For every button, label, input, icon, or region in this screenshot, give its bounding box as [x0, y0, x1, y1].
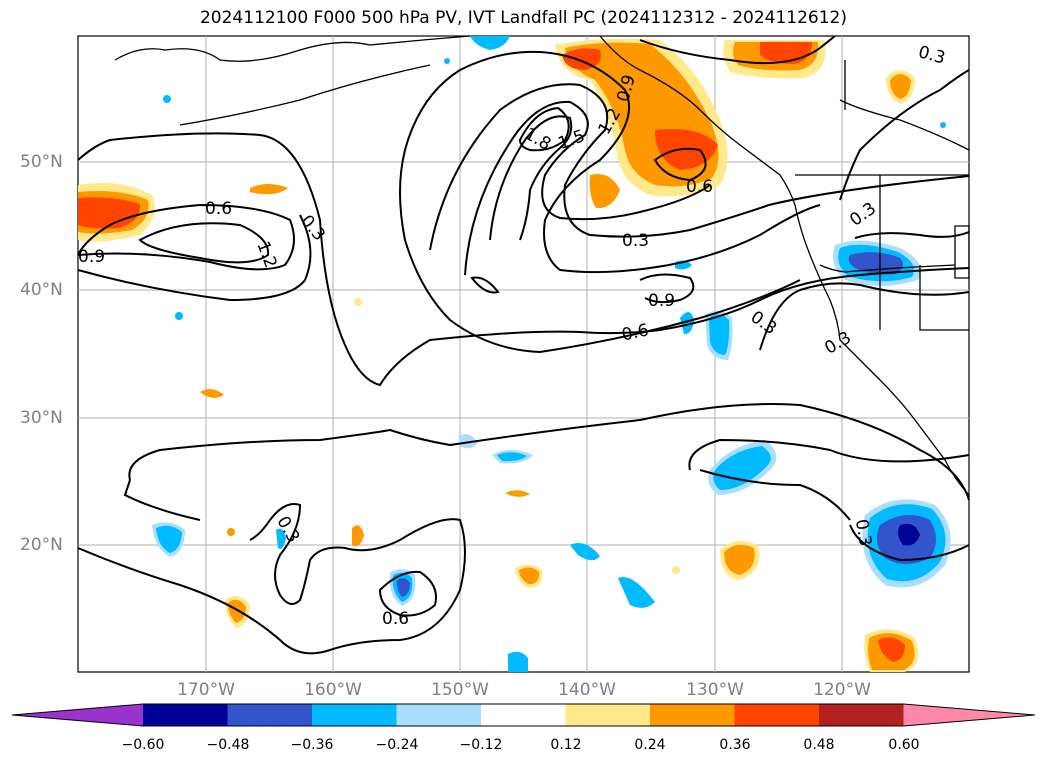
colorbar-extend-high — [903, 704, 1035, 726]
lat-label-30n: 30°N — [20, 408, 63, 428]
colorbar-extend-low — [12, 704, 143, 726]
contour-label: 0.6 — [686, 177, 713, 197]
contour-label: 0.9 — [78, 247, 105, 267]
contour-label: 0.3 — [851, 518, 875, 548]
colorbar-segment — [819, 704, 904, 726]
colorbar — [11, 703, 1036, 727]
contour-label: 0.6 — [205, 199, 232, 219]
pv-contours — [77, 35, 970, 655]
contour-label: 0.9 — [648, 291, 675, 311]
colorbar-segment — [312, 704, 397, 726]
colorbar-tick: −0.24 — [375, 737, 419, 753]
colorbar-tick: −0.60 — [121, 737, 165, 753]
colorbar-segment — [481, 704, 566, 726]
colorbar-tick: 0.36 — [719, 737, 751, 753]
negative-anomaly-shading — [152, 36, 951, 672]
coastlines — [114, 35, 970, 496]
lon-label-130w: 130°W — [686, 680, 744, 700]
contour-label: 0.6 — [382, 609, 409, 629]
colorbar-segment — [734, 704, 820, 726]
colorbar-tick: −0.12 — [459, 737, 503, 753]
lon-label-140w: 140°W — [558, 680, 616, 700]
colorbar-tick: −0.36 — [290, 737, 334, 753]
colorbar-segment — [650, 704, 735, 726]
colorbar-segment — [565, 704, 651, 726]
colorbar-tick: 0.24 — [634, 737, 666, 753]
lat-label-50n: 50°N — [20, 152, 63, 172]
colorbar-segments — [11, 703, 1036, 727]
lat-label-20n: 20°N — [20, 535, 63, 555]
map-panel: 0.9 0.6 1.2 0.3 1.8 1.5 1.2 0.9 0.6 0.3 … — [77, 35, 970, 673]
positive-anomaly-shading — [78, 38, 919, 672]
colorbar-tick: −0.48 — [206, 737, 250, 753]
lon-label-120w: 120°W — [813, 680, 871, 700]
colorbar-outline — [11, 703, 1036, 727]
colorbar-segment — [227, 704, 313, 726]
colorbar-tick: 0.12 — [550, 737, 582, 753]
lon-label-150w: 150°W — [431, 680, 489, 700]
lat-label-40n: 40°N — [20, 280, 63, 300]
colorbar-tick: 0.60 — [888, 737, 920, 753]
contour-label: 0.3 — [622, 231, 649, 251]
lon-label-170w: 170°W — [177, 680, 235, 700]
gridlines — [78, 36, 969, 672]
plot-title: 2024112100 F000 500 hPa PV, IVT Landfall… — [199, 8, 847, 28]
colorbar-tick: 0.48 — [803, 737, 835, 753]
lon-label-160w: 160°W — [304, 680, 362, 700]
colorbar-segment — [396, 704, 482, 726]
colorbar-segment — [143, 704, 228, 726]
